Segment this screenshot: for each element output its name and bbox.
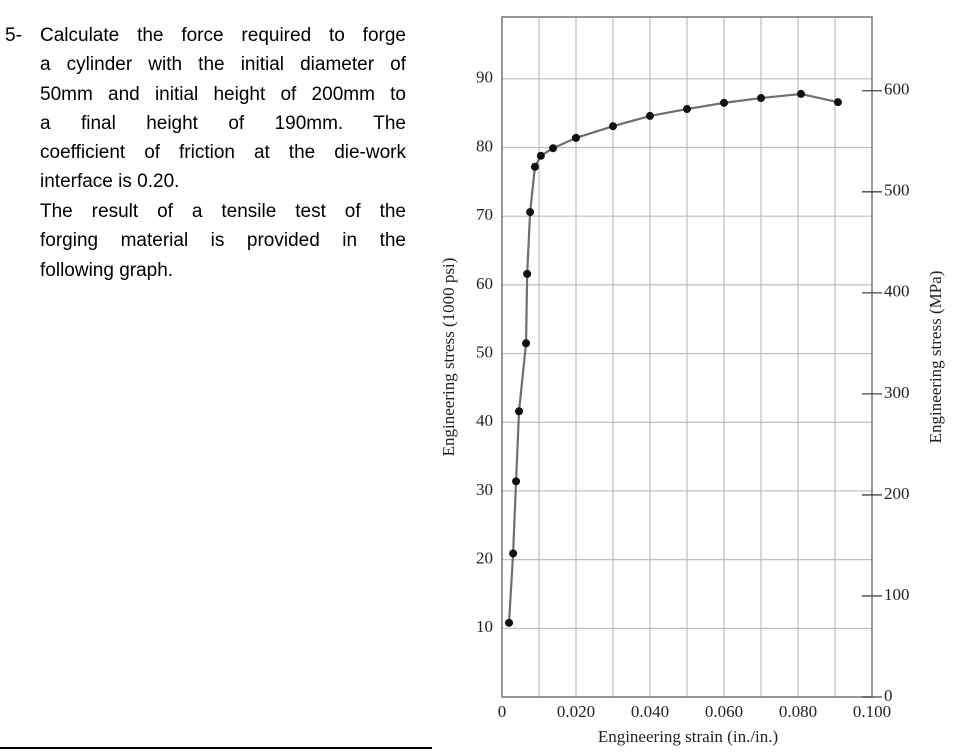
data-point: [683, 105, 691, 114]
data-point: [512, 477, 521, 486]
text-line: Calculate the force required to forge: [40, 25, 406, 46]
x-tick-label: 0.040: [631, 702, 669, 721]
y2-tick-label: 400: [884, 282, 910, 301]
y2-tick-label: 500: [884, 181, 910, 200]
y-tick-label: 40: [476, 411, 493, 430]
data-point: [609, 122, 617, 131]
data-point: [536, 151, 545, 160]
plot-frame: [501, 16, 873, 698]
text-line: coefficient of friction at the die-work: [40, 142, 406, 164]
y2-tick-label: 200: [884, 484, 910, 503]
data-point: [796, 89, 805, 98]
y2-tick-label: 300: [884, 383, 910, 402]
note-text: The result of a tensile test of the forgi…: [40, 197, 406, 285]
data-point: [646, 111, 654, 120]
y-axis-label: Engineering stress (1000 psi): [439, 258, 458, 457]
x-tick-label: 0: [498, 702, 507, 721]
x-tick-label: 0.060: [705, 702, 743, 721]
y-tick-label: 10: [476, 617, 493, 636]
data-point: [549, 144, 558, 153]
x-tick-label: 0.080: [779, 702, 817, 721]
y2-tick-label: 100: [884, 585, 910, 604]
y-tick-label: 20: [476, 549, 493, 568]
text-line: interface is 0.20.: [40, 171, 180, 193]
data-point: [757, 94, 765, 103]
data-point: [833, 98, 842, 107]
x-tick-label: 0.020: [557, 702, 595, 721]
text-line: a final height of 190mm. The: [40, 112, 406, 134]
y-tick-label: 90: [476, 68, 493, 87]
y-tick-label: 80: [476, 136, 493, 155]
data-point: [522, 339, 531, 348]
text-line: a cylinder with the initial diameter of: [40, 54, 406, 76]
x-tick-label: 0.100: [853, 702, 891, 721]
y-tick-label: 30: [476, 480, 493, 499]
data-point: [509, 549, 518, 558]
text-line: following graph.: [40, 259, 174, 281]
data-point: [523, 269, 532, 278]
data-point: [572, 133, 580, 142]
data-point: [720, 98, 728, 107]
y-tick-label: 70: [476, 205, 493, 224]
question-number: 5-: [5, 25, 22, 46]
y2-tick-label: 600: [884, 80, 910, 99]
rule: [0, 747, 432, 749]
data-point: [526, 208, 535, 217]
text-line: forging material is provided in the: [40, 230, 406, 252]
curve: [507, 92, 839, 623]
y-tick-label: 60: [476, 274, 493, 293]
data-point: [515, 407, 524, 416]
y-tick-label: 50: [476, 342, 493, 361]
data-point: [530, 162, 539, 171]
text-line: The result of a tensile test of the: [40, 201, 406, 222]
question-text: Calculate the force required to forge a c…: [40, 21, 406, 197]
y2-tick-label: 0: [884, 686, 893, 705]
text-line: 50mm and initial height of 200mm to: [40, 83, 406, 105]
y2-axis-label: Engineering stress (MPa): [926, 271, 945, 444]
data-point: [505, 618, 514, 627]
x-axis-label: Engineering strain (in./in.): [598, 727, 778, 746]
